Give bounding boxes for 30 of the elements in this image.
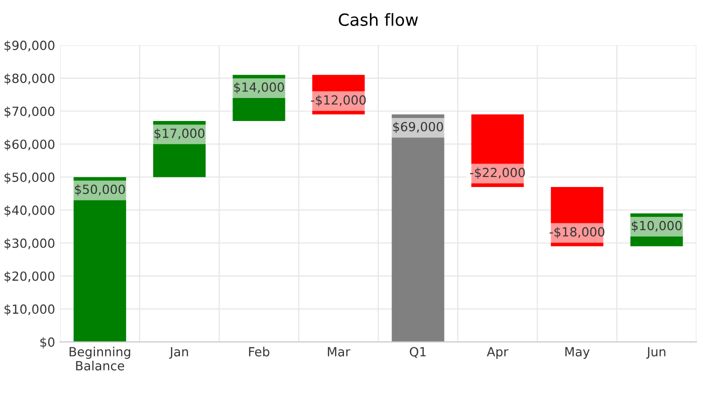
data-label: $14,000 (234, 82, 284, 94)
y-tick-label: $40,000 (4, 205, 54, 217)
data-label: $10,000 (632, 220, 682, 232)
data-label: -$12,000 (310, 95, 366, 106)
bar (630, 213, 683, 246)
x-tick-label: Jan (169, 347, 188, 359)
x-tick-label: Q1 (410, 346, 426, 358)
y-tick-label: $60,000 (4, 139, 54, 151)
x-tick-label: Beginning Balance (70, 346, 130, 370)
x-tick-label: Apr (486, 347, 508, 359)
bar (74, 177, 126, 342)
x-tick-label: Jun (646, 347, 666, 359)
x-tick-label: Mar (328, 347, 350, 356)
data-label: $50,000 (75, 184, 125, 196)
y-tick-label: $70,000 (4, 106, 54, 118)
y-tick-label: $90,000 (4, 40, 54, 52)
x-tick-label: Feb (249, 346, 270, 356)
y-tick-label: $80,000 (4, 73, 54, 85)
chart-title: Cash flow (338, 13, 418, 26)
y-tick-label: $20,000 (4, 271, 54, 283)
y-tick-label: $10,000 (4, 304, 54, 316)
y-tick-label: $0 (40, 337, 54, 348)
data-label: -$18,000 (550, 226, 604, 238)
data-label: $17,000 (154, 128, 204, 140)
bar (392, 114, 444, 342)
data-label: -$22,000 (470, 168, 525, 179)
data-label: $69,000 (393, 122, 444, 134)
x-tick-label: May (565, 347, 590, 359)
y-tick-label: $50,000 (4, 172, 54, 184)
y-tick-label: $30,000 (4, 238, 54, 250)
